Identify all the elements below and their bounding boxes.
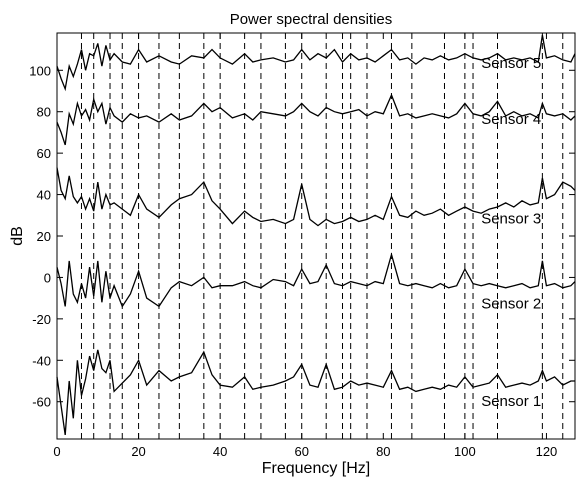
x-tick-label: 40: [213, 444, 227, 459]
series-label-2: Sensor 4: [481, 111, 541, 128]
y-tick-label: -20: [32, 312, 51, 327]
y-tick-label: -40: [32, 353, 51, 368]
x-tick-label: 20: [131, 444, 145, 459]
x-tick-label: 0: [53, 444, 60, 459]
series-label-layer: Sensor 5 Sensor 4 Sensor 3 Sensor 2 Sensor 1: [481, 55, 541, 410]
x-axis-label: Frequency [Hz]: [262, 460, 370, 477]
y-axis-label: dB: [9, 226, 26, 246]
chart-title: Power spectral densities: [230, 11, 393, 28]
series-line-sensor-3: [56, 167, 576, 227]
x-tick-label: 60: [294, 444, 308, 459]
series-label-3: Sensor 3: [481, 211, 541, 228]
y-tick-label: 0: [44, 270, 51, 285]
series-line-sensor-4: [56, 93, 576, 146]
series-line-sensor-5: [56, 34, 576, 92]
reference-lines: [80, 33, 564, 439]
y-tick-label: 60: [37, 146, 51, 161]
x-axis: 0 20 40 60 80 100 120: [53, 33, 557, 459]
series-line-sensor-1: [56, 349, 575, 435]
x-tick-label: 80: [376, 444, 390, 459]
y-tick-label: -60: [32, 395, 51, 410]
series-label-4: Sensor 2: [481, 296, 541, 313]
y-tick-label: 40: [37, 188, 51, 203]
y-axis: -60 -40 -20 0 20 40 60 80 100: [29, 63, 575, 410]
series-label-5: Sensor 1: [481, 393, 541, 410]
y-tick-label: 20: [37, 229, 51, 244]
series-line-sensor-2: [56, 252, 576, 308]
x-tick-label: 120: [536, 444, 558, 459]
y-tick-label: 80: [37, 105, 51, 120]
x-tick-label: 100: [454, 444, 476, 459]
series-layer: [56, 34, 576, 435]
series-label-1: Sensor 5: [481, 55, 541, 72]
y-tick-label: 100: [29, 63, 51, 78]
